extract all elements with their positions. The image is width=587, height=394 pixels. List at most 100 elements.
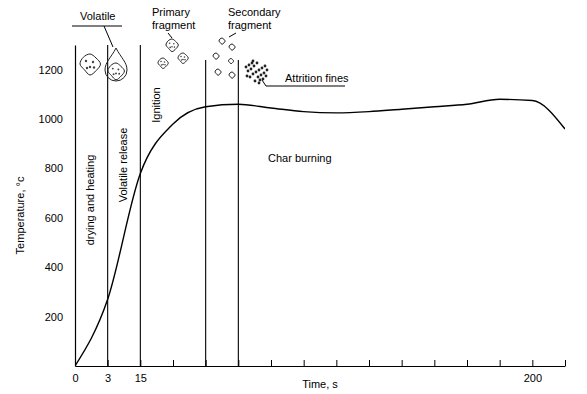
annotation: Secondaryfragment xyxy=(228,6,281,31)
leader-line xyxy=(229,33,236,37)
particle xyxy=(80,54,101,75)
x-tick-mark xyxy=(565,360,566,366)
y-tick-label: 400 xyxy=(45,261,63,273)
y-tick: 1200 xyxy=(39,64,75,76)
particle-texture xyxy=(118,73,120,75)
attrition-fine xyxy=(256,62,259,65)
attrition-fine xyxy=(257,76,260,79)
annotation: Char burning xyxy=(268,152,332,164)
x-tick-mark xyxy=(532,360,533,366)
particle-texture xyxy=(181,59,183,61)
particle xyxy=(178,53,188,64)
particle-texture xyxy=(161,64,163,66)
x-tick xyxy=(402,360,403,366)
x-tick-mark xyxy=(402,360,403,366)
chart: 031520020040060080010001200Time, sTemper… xyxy=(0,0,587,394)
particle-texture xyxy=(182,59,184,61)
annotation-line: Primary xyxy=(152,6,190,18)
phase-boundary xyxy=(107,45,108,366)
x-tick xyxy=(238,360,239,366)
y-tick-label: 1200 xyxy=(39,64,63,76)
x-tick xyxy=(500,360,501,366)
x-tick: 200 xyxy=(524,360,542,384)
y-tick-label: 600 xyxy=(45,212,63,224)
particle-texture xyxy=(93,66,95,68)
x-tick xyxy=(304,360,305,366)
attrition-fine xyxy=(252,73,255,76)
particle xyxy=(108,63,124,80)
x-tick-label: 3 xyxy=(105,372,111,384)
x-tick-mark xyxy=(304,360,305,366)
phase-boundary xyxy=(205,60,206,366)
x-tick: 3 xyxy=(105,360,111,384)
attrition-fine xyxy=(250,68,253,71)
attrition-fine xyxy=(253,65,256,68)
particle-texture xyxy=(169,47,171,49)
particle-texture xyxy=(184,59,186,61)
particle-icons xyxy=(80,38,268,84)
particle-texture xyxy=(164,64,166,66)
x-axis-line xyxy=(76,366,566,367)
y-axis-title: Temperature, °c xyxy=(14,176,26,254)
x-tick xyxy=(271,360,272,366)
annotation: Primaryfragment xyxy=(152,6,195,31)
attrition-fine xyxy=(262,78,265,81)
temperature-line xyxy=(75,99,565,366)
phase-boundary xyxy=(238,60,239,366)
leader-line xyxy=(266,86,345,87)
annotation-line: Attrition fines xyxy=(285,72,349,84)
x-tick-mark xyxy=(206,360,207,366)
attrition-fine xyxy=(259,79,262,82)
y-axis: 20040060080010001200 xyxy=(39,46,76,367)
y-tick: 200 xyxy=(45,311,75,323)
x-tick-label: 0 xyxy=(72,372,78,384)
annotation-line: Volatile xyxy=(80,10,115,22)
attrition-fine xyxy=(246,75,249,78)
attrition-fine xyxy=(248,64,251,67)
particle xyxy=(229,44,235,50)
phase-label: drying and heating xyxy=(84,155,96,246)
y-tick-label: 800 xyxy=(45,162,63,174)
particle-texture xyxy=(171,46,173,48)
x-tick xyxy=(336,360,337,366)
x-tick-mark xyxy=(500,360,501,366)
particle-texture xyxy=(115,72,117,74)
x-tick-label: 15 xyxy=(135,372,147,384)
phase-label: Ignition xyxy=(150,87,162,122)
particle-texture xyxy=(173,43,175,45)
leader-lines xyxy=(72,26,345,86)
x-tick-mark xyxy=(140,360,141,366)
annotation: Volatile xyxy=(80,10,115,22)
annotation-line: fragment xyxy=(152,19,195,31)
x-tick-mark xyxy=(369,360,370,366)
annotation-line: Char burning xyxy=(268,152,332,164)
attrition-fine xyxy=(252,60,255,63)
x-tick-label: 200 xyxy=(524,372,542,384)
particle-texture xyxy=(86,67,88,69)
particle-texture xyxy=(164,61,166,63)
x-axis-title: Time, s xyxy=(302,378,338,390)
attrition-fine xyxy=(245,66,248,69)
particle-texture xyxy=(180,56,182,58)
leader-line xyxy=(168,33,172,38)
y-tick: 600 xyxy=(45,212,75,224)
particle-texture xyxy=(160,61,162,63)
x-tick xyxy=(467,360,468,366)
volatile-droplet xyxy=(105,48,127,81)
y-axis-line xyxy=(75,46,76,367)
attrition-fine xyxy=(264,65,267,68)
x-tick-mark xyxy=(271,360,272,366)
phase-boundaries xyxy=(108,45,239,366)
x-tick-mark xyxy=(434,360,435,366)
x-tick-mark xyxy=(108,360,109,366)
attrition-fine xyxy=(258,82,261,85)
particle-texture xyxy=(92,61,94,63)
phase-boundary xyxy=(140,45,141,366)
phase-label: Volatile release xyxy=(117,128,129,203)
x-tick-mark xyxy=(238,360,239,366)
particle xyxy=(166,39,178,52)
x-tick-mark xyxy=(173,360,174,366)
x-tick xyxy=(173,360,174,366)
annotation: Attrition fines xyxy=(285,72,349,84)
particle xyxy=(213,53,219,59)
